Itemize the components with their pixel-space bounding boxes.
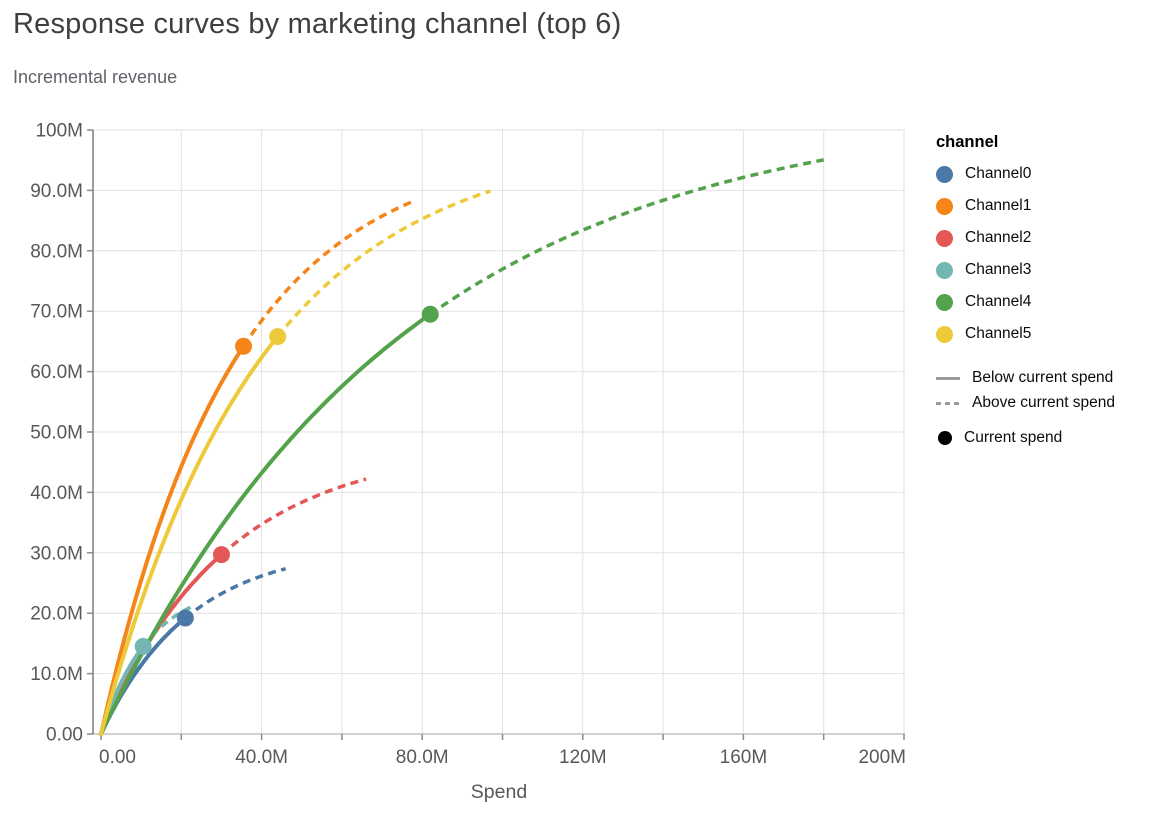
legend-item-channel4: Channel4 bbox=[936, 290, 1031, 314]
legend-item-label: Below current spend bbox=[972, 369, 1114, 386]
y-tick-label: 0.00 bbox=[46, 725, 83, 746]
y-tick-labels: 0.00 10.0M 20.0M 30.0M 40.0M 50.0M 60.0M 70.0M 8… bbox=[30, 121, 83, 746]
curve-channel5-solid bbox=[99, 334, 280, 736]
curve-channel3-dashed bbox=[141, 605, 193, 648]
y-tick-label: 80.0M bbox=[30, 241, 83, 262]
x-tick-label: 80.0M bbox=[396, 747, 449, 768]
legend-item-channel0: Channel0 bbox=[936, 162, 1031, 186]
axis-ticks bbox=[87, 129, 905, 740]
x-tick-labels: 0.00 40.0M 80.0M 120M 160M 200M bbox=[99, 747, 906, 768]
legend-item-label: Channel3 bbox=[965, 261, 1032, 278]
legend-item-label: Channel1 bbox=[965, 197, 1032, 214]
legend-solid-line-swatch bbox=[936, 376, 960, 380]
y-tick-label: 40.0M bbox=[30, 483, 83, 504]
legend-title: channel bbox=[936, 133, 999, 151]
y-tick-label: 90.0M bbox=[30, 181, 83, 202]
curve-channel4-dashed bbox=[429, 158, 825, 316]
x-tick-label: 40.0M bbox=[235, 747, 288, 768]
y-tick-label: 10.0M bbox=[30, 664, 83, 685]
x-tick-label: 0.00 bbox=[99, 747, 136, 768]
chart-subtitle: Incremental revenue bbox=[13, 67, 178, 87]
legend-item-channel1: Channel1 bbox=[936, 194, 1031, 218]
curve-channel4-solid bbox=[99, 312, 433, 736]
legend-item-below-current-spend: Below current spend bbox=[936, 366, 1113, 390]
curve-channel2-dashed bbox=[220, 477, 367, 556]
curve-channel1-dashed bbox=[242, 199, 415, 348]
point-channel1 bbox=[235, 337, 253, 355]
legend-item-label: Channel2 bbox=[965, 229, 1032, 246]
x-tick-label: 200M bbox=[858, 747, 906, 768]
page-title: Response curves by marketing channel (to… bbox=[13, 8, 622, 40]
legend-swatch-channel4 bbox=[936, 293, 953, 311]
legend-item-channel3: Channel3 bbox=[936, 258, 1031, 282]
y-tick-label: 30.0M bbox=[30, 543, 83, 564]
legend-item-label: Channel0 bbox=[965, 165, 1032, 182]
y-tick-label: 100M bbox=[35, 121, 83, 142]
y-tick-label: 20.0M bbox=[30, 604, 83, 625]
point-channel5 bbox=[269, 328, 287, 346]
y-tick-label: 70.0M bbox=[30, 302, 83, 323]
curve-channel0-dashed bbox=[184, 567, 287, 620]
legend-swatch-channel3 bbox=[936, 261, 953, 279]
legend-item-channel2: Channel2 bbox=[936, 226, 1031, 250]
curve-channel1-solid bbox=[99, 344, 246, 736]
legend-swatch-channel1 bbox=[936, 197, 953, 215]
legend-current-spend-dot bbox=[938, 431, 952, 445]
point-channel4 bbox=[421, 305, 439, 323]
legend-item-label: Above current spend bbox=[972, 394, 1116, 411]
legend-item-label: Current spend bbox=[964, 429, 1063, 446]
curve-channel2-solid bbox=[99, 552, 224, 736]
curves-layer bbox=[99, 158, 825, 736]
legend-swatch-channel0 bbox=[936, 165, 953, 183]
legend-dashed-line-swatch bbox=[936, 401, 960, 405]
point-channel0 bbox=[176, 609, 194, 627]
x-tick-label: 120M bbox=[559, 747, 607, 768]
legend: channel Channel0 Channel1 Channel2 Channel3 C… bbox=[936, 0, 1161, 814]
legend-item-current-spend: Current spend bbox=[936, 426, 1062, 450]
legend-item-above-current-spend: Above current spend bbox=[936, 391, 1115, 415]
x-axis-title: Spend bbox=[471, 781, 527, 803]
legend-item-label: Channel5 bbox=[965, 325, 1032, 342]
point-channel2 bbox=[212, 546, 230, 564]
current-spend-points bbox=[134, 305, 439, 655]
curve-channel5-dashed bbox=[276, 189, 492, 338]
legend-item-channel5: Channel5 bbox=[936, 322, 1031, 346]
y-tick-label: 50.0M bbox=[30, 423, 83, 444]
legend-swatch-channel2 bbox=[936, 229, 953, 247]
point-channel3 bbox=[134, 637, 152, 655]
legend-item-label: Channel4 bbox=[965, 293, 1032, 310]
y-tick-label: 60.0M bbox=[30, 362, 83, 383]
legend-swatch-channel5 bbox=[936, 325, 953, 343]
gridlines bbox=[93, 129, 905, 734]
x-tick-label: 160M bbox=[720, 747, 768, 768]
